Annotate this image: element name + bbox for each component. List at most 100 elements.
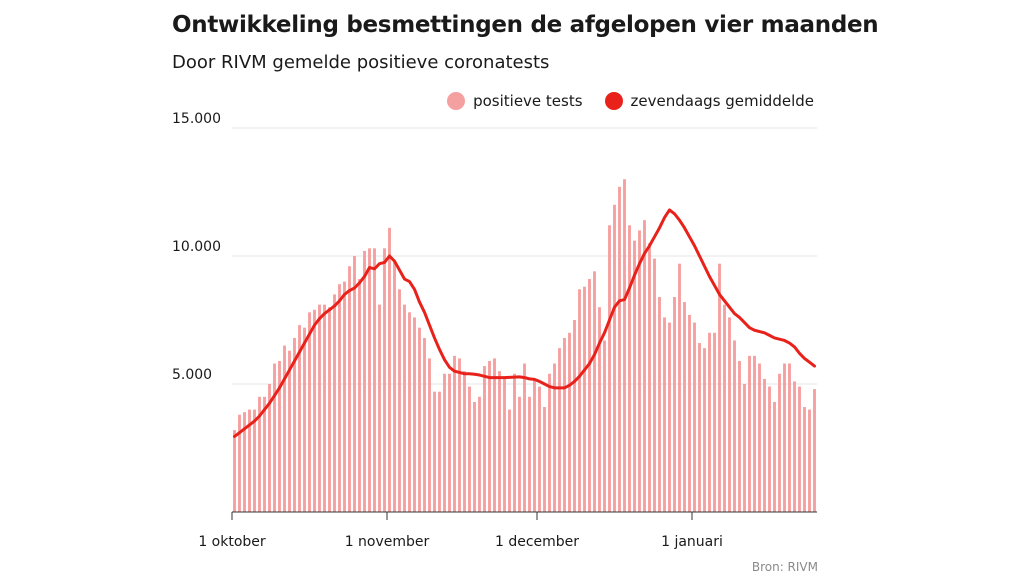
- bar: [243, 412, 246, 512]
- source-note: Bron: RIVM: [751, 560, 818, 574]
- bar: [373, 248, 376, 512]
- x-tick-label: 1 oktober: [198, 534, 266, 550]
- bar: [708, 332, 711, 512]
- bar: [603, 340, 606, 512]
- bar: [423, 337, 426, 512]
- bar: [693, 322, 696, 512]
- bar: [698, 343, 701, 512]
- chart-title: Ontwikkeling besmettingen de afgelopen v…: [172, 12, 879, 38]
- bar: [578, 289, 581, 512]
- bar: [253, 409, 256, 512]
- legend-item-positive-tests: positieve tests: [447, 92, 583, 110]
- bar: [618, 186, 621, 512]
- bar: [743, 384, 746, 512]
- bar: [388, 227, 391, 512]
- bar: [703, 348, 706, 512]
- bar: [318, 304, 321, 512]
- bar: [413, 317, 416, 512]
- bar: [288, 350, 291, 512]
- bar: [798, 386, 801, 512]
- seven-day-average-line: [233, 208, 816, 438]
- bar: [748, 355, 751, 512]
- bar: [428, 358, 431, 512]
- bar: [263, 396, 266, 512]
- bar: [463, 371, 466, 512]
- bar: [753, 355, 756, 512]
- bar: [338, 284, 341, 512]
- bar: [623, 179, 626, 512]
- grid-lines: 5.000 10.000 15.000: [172, 111, 817, 385]
- bar: [813, 389, 816, 512]
- bar: [803, 407, 806, 512]
- bar: [453, 355, 456, 512]
- bar: [343, 281, 346, 512]
- bar: [483, 366, 486, 512]
- bar: [513, 373, 516, 512]
- bar: [378, 304, 381, 512]
- bar: [518, 396, 521, 512]
- y-tick-label: 5.000: [172, 367, 212, 383]
- bar: [248, 409, 251, 512]
- chart-legend: positieve tests zevendaags gemiddelde: [447, 92, 814, 110]
- bar: [548, 373, 551, 512]
- bar: [668, 322, 671, 512]
- bar: [808, 409, 811, 512]
- bar: [663, 317, 666, 512]
- bar: [293, 337, 296, 512]
- y-tick-label: 15.000: [172, 111, 221, 127]
- bar: [628, 225, 631, 512]
- bar: [268, 384, 271, 512]
- bar: [273, 363, 276, 512]
- legend-label-positive-tests: positieve tests: [473, 92, 583, 110]
- bar: [478, 396, 481, 512]
- bar: [433, 391, 436, 512]
- bar: [728, 317, 731, 512]
- bar: [503, 376, 506, 512]
- bar: [633, 240, 636, 512]
- legend-swatch-bars: [447, 92, 466, 110]
- bar: [408, 312, 411, 512]
- bar-series: [233, 179, 816, 513]
- bar: [613, 204, 616, 513]
- bar: [543, 407, 546, 512]
- bar: [308, 312, 311, 512]
- bar: [563, 337, 566, 512]
- bar: [353, 256, 356, 512]
- bar: [588, 279, 591, 512]
- bar: [673, 296, 676, 512]
- bar: [313, 309, 316, 512]
- bar: [653, 258, 656, 512]
- bar: [238, 414, 241, 512]
- bar: [398, 289, 401, 512]
- bar: [403, 304, 406, 512]
- bar: [538, 386, 541, 512]
- bar: [558, 348, 561, 512]
- bar: [498, 371, 501, 512]
- bar: [448, 373, 451, 512]
- bar: [573, 320, 576, 512]
- bar: [328, 307, 331, 512]
- bar: [233, 430, 236, 512]
- bar: [348, 266, 351, 512]
- x-tick-label: 1 december: [495, 534, 579, 550]
- bar: [593, 271, 596, 512]
- bar: [723, 304, 726, 512]
- bar: [768, 386, 771, 512]
- bar: [583, 286, 586, 512]
- legend-label-seven-day-average: zevendaags gemiddelde: [630, 92, 814, 110]
- bar: [688, 314, 691, 512]
- bar: [278, 360, 281, 512]
- bar: [458, 358, 461, 512]
- bar: [718, 263, 721, 512]
- bar: [773, 401, 776, 512]
- bar: [763, 378, 766, 512]
- bar: [333, 294, 336, 512]
- bar: [298, 325, 301, 512]
- x-tick-label: 1 november: [345, 534, 430, 550]
- bar: [473, 401, 476, 512]
- bar: [383, 248, 386, 512]
- bar: [363, 250, 366, 512]
- bar: [303, 327, 306, 512]
- bar: [678, 263, 681, 512]
- bar: [778, 373, 781, 512]
